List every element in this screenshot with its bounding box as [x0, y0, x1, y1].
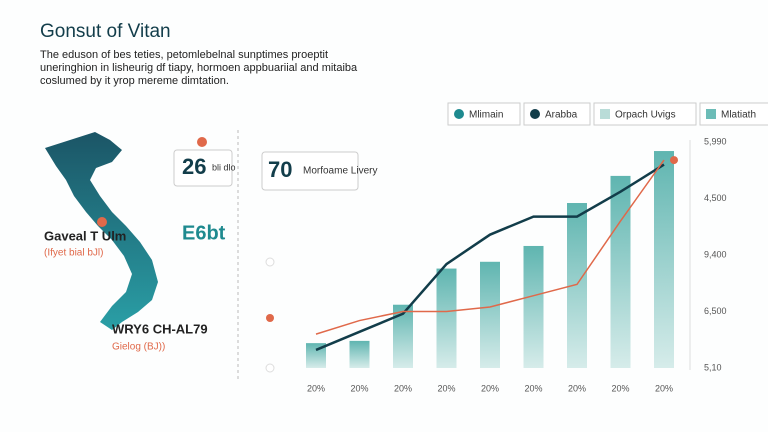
marker: [97, 217, 107, 227]
bar: [610, 175, 631, 368]
legend-box: [447, 102, 521, 126]
legend-swatch: [454, 109, 464, 119]
stat-value: 70: [268, 157, 292, 182]
legend-swatch: [530, 109, 540, 119]
stat-box: [261, 151, 359, 191]
line: [315, 159, 665, 335]
x-tick-label: 20%: [394, 383, 412, 393]
stat-box: [173, 149, 233, 187]
legend-box: [523, 102, 591, 126]
x-tick-label: 20%: [568, 383, 586, 393]
y-axis-label: 9,400: [704, 249, 727, 259]
bar: [523, 245, 544, 368]
stat-label: Morfoame Livery: [303, 166, 377, 177]
legend-swatch: [706, 109, 716, 119]
x-tick-label: 20%: [307, 383, 325, 393]
dot: [265, 363, 275, 373]
stat-value: E6bt: [182, 222, 226, 244]
y-axis-label: 4,500: [704, 193, 727, 203]
legend-swatch: [600, 109, 610, 119]
stat-label: bli dlo: [212, 162, 236, 172]
bar: [393, 304, 413, 368]
x-tick-label: 20%: [524, 383, 542, 393]
description: The eduson of bes teties, petomlebelnal …: [40, 49, 328, 61]
map-note: (Ifyet bial bJl): [44, 248, 103, 259]
description: coslumed by it yrop mereme dimtation.: [40, 75, 229, 87]
y-axis-label: 6,500: [704, 306, 727, 316]
stat-value: 26: [182, 154, 206, 179]
legend-box: [699, 102, 768, 126]
x-tick-label: 20%: [350, 383, 368, 393]
bar: [480, 261, 500, 368]
title: Gonsut of Vitan: [40, 21, 171, 42]
legend-label: Orpach Uvigs: [615, 110, 676, 121]
point: [670, 156, 678, 165]
bar: [306, 343, 326, 368]
dot: [266, 314, 274, 322]
y-axis-label: 5,990: [704, 136, 727, 146]
map-label: Gaveal T Ulm: [44, 228, 126, 243]
bar: [654, 151, 674, 368]
map-label: WRY6 CH-AL79: [112, 321, 208, 336]
legend-label: Mlimain: [469, 110, 503, 121]
y-axis-label: 5,10: [704, 362, 722, 372]
marker: [197, 137, 207, 147]
x-tick-label: 20%: [481, 383, 499, 393]
x-tick-label: 20%: [437, 383, 455, 393]
x-tick-label: 20%: [655, 383, 673, 393]
dot: [265, 257, 275, 267]
map-note: Gielog (BJ)): [112, 342, 165, 353]
line: [315, 163, 665, 352]
description: uneringhion in lisheurig df tiapy, hormo…: [40, 62, 358, 74]
legend-box: [593, 102, 697, 126]
bar: [436, 268, 457, 368]
bar: [567, 203, 587, 368]
map: [45, 132, 158, 330]
legend-label: Arabba: [545, 110, 578, 121]
x-tick-label: 20%: [611, 383, 629, 393]
bar: [349, 340, 370, 368]
legend-label: Mlatiath: [721, 110, 756, 121]
